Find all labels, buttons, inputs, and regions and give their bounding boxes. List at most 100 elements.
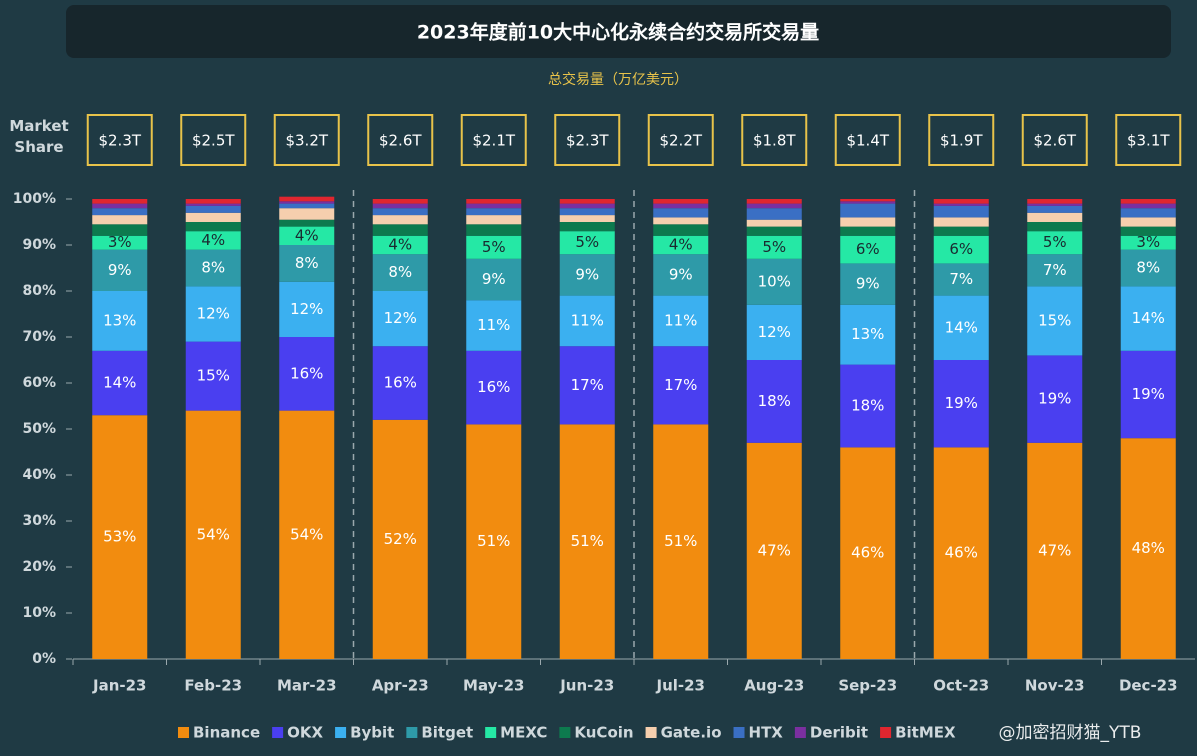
- bar-segment: [279, 226, 335, 245]
- x-tick-label: Oct-23: [933, 677, 989, 695]
- bar-segment: [653, 424, 709, 659]
- bar-segment: [933, 226, 989, 236]
- bar-segment: [466, 424, 522, 659]
- bar-segment: [746, 235, 802, 259]
- bar-segment: [653, 208, 709, 218]
- total-label: $2.6T: [379, 132, 422, 150]
- bar-segment: [1120, 208, 1176, 218]
- data-label: 6%: [949, 240, 973, 258]
- total-label: $2.5T: [192, 132, 235, 150]
- total-label: $2.6T: [1033, 132, 1076, 150]
- data-label: 11%: [571, 311, 604, 329]
- bar-segment: [185, 286, 241, 342]
- legend-label: Bitget: [421, 724, 473, 742]
- bar-segment: [559, 199, 615, 204]
- bar-segment: [933, 447, 989, 659]
- bar-segment: [1120, 199, 1176, 204]
- legend-label: HTX: [749, 724, 784, 742]
- data-label: 17%: [664, 376, 697, 394]
- bar-segment: [466, 235, 522, 259]
- bar-segment: [840, 304, 896, 365]
- total-label: $2.1T: [472, 132, 515, 150]
- x-tick-label: Jan-23: [92, 677, 146, 695]
- bar-segment: [840, 203, 896, 218]
- data-label: 8%: [388, 263, 412, 281]
- bar-segment: [372, 235, 428, 255]
- bar-segment: [279, 208, 335, 220]
- bar-segment: [1027, 355, 1083, 443]
- data-label: 13%: [103, 311, 136, 329]
- bar-segment: [372, 199, 428, 204]
- data-label: 5%: [1043, 233, 1067, 251]
- y-tick-label: 60%: [22, 375, 56, 391]
- data-label: 6%: [856, 240, 880, 258]
- bar-segment: [372, 208, 428, 216]
- legend-label: Bybit: [350, 724, 394, 742]
- bar-segment: [653, 224, 709, 236]
- bar-segment: [559, 346, 615, 425]
- bar-segment: [466, 215, 522, 225]
- bar-segment: [840, 201, 896, 204]
- title-box: [66, 5, 1171, 58]
- legend-swatch: [645, 727, 657, 738]
- data-label: 19%: [1132, 385, 1165, 403]
- data-label: 12%: [384, 309, 417, 327]
- bar-segment: [746, 258, 802, 305]
- bar-segment: [559, 295, 615, 347]
- bar-segment: [1027, 442, 1083, 659]
- bar-segment: [92, 208, 148, 216]
- legend-swatch: [733, 727, 745, 738]
- data-label: 16%: [477, 378, 510, 396]
- data-label: 17%: [571, 376, 604, 394]
- bar-segment: [372, 254, 428, 291]
- legend-swatch: [485, 727, 497, 738]
- legend-swatch: [178, 727, 189, 738]
- data-label: 46%: [851, 544, 884, 562]
- data-label: 8%: [295, 254, 319, 272]
- bar-segment: [559, 231, 615, 255]
- data-label: 51%: [571, 532, 604, 550]
- data-label: 13%: [851, 325, 884, 343]
- legend-swatch: [272, 727, 284, 738]
- data-label: 14%: [103, 374, 136, 392]
- data-label: 11%: [477, 316, 510, 334]
- bar-segment: [933, 217, 989, 227]
- bar-segment: [933, 203, 989, 206]
- legend-label: BitMEX: [895, 724, 956, 742]
- data-label: 5%: [762, 238, 786, 256]
- x-tick-label: Feb-23: [184, 677, 242, 695]
- x-tick-label: Jun-23: [559, 677, 614, 695]
- data-label: 4%: [201, 231, 225, 249]
- x-tick-label: Mar-23: [277, 677, 337, 695]
- bar-segment: [92, 199, 148, 204]
- bar-segment: [746, 203, 802, 209]
- bar-segment: [372, 419, 428, 659]
- legend-label: OKX: [287, 724, 323, 742]
- chart-title: 2023年度前10大中心化永续合约交易所交易量: [417, 21, 819, 44]
- data-label: 9%: [108, 261, 132, 279]
- bar-segment: [933, 235, 989, 264]
- bar-segment: [279, 410, 335, 659]
- bar-segment: [466, 258, 522, 301]
- bar-segment: [1120, 203, 1176, 209]
- bar-segment: [372, 215, 428, 225]
- bar-segment: [746, 360, 802, 443]
- total-box: [273, 114, 340, 166]
- legend-swatch: [559, 727, 571, 738]
- data-label: 15%: [1038, 311, 1071, 329]
- bar-segment: [92, 235, 148, 250]
- bar-segment: [746, 219, 802, 227]
- x-tick-label: May-23: [463, 677, 524, 695]
- y-tick-label: 30%: [22, 513, 56, 529]
- bar-segment: [1027, 222, 1083, 232]
- bar-segment: [559, 424, 615, 659]
- bar-segment: [466, 208, 522, 216]
- data-label: 8%: [201, 259, 225, 277]
- bar-segment: [746, 304, 802, 360]
- data-label: 9%: [669, 265, 693, 283]
- bar-segment: [840, 263, 896, 305]
- bar-segment: [279, 219, 335, 227]
- y-tick-label: 20%: [22, 559, 56, 575]
- bar-segment: [279, 196, 335, 202]
- bar-segment: [1027, 212, 1083, 222]
